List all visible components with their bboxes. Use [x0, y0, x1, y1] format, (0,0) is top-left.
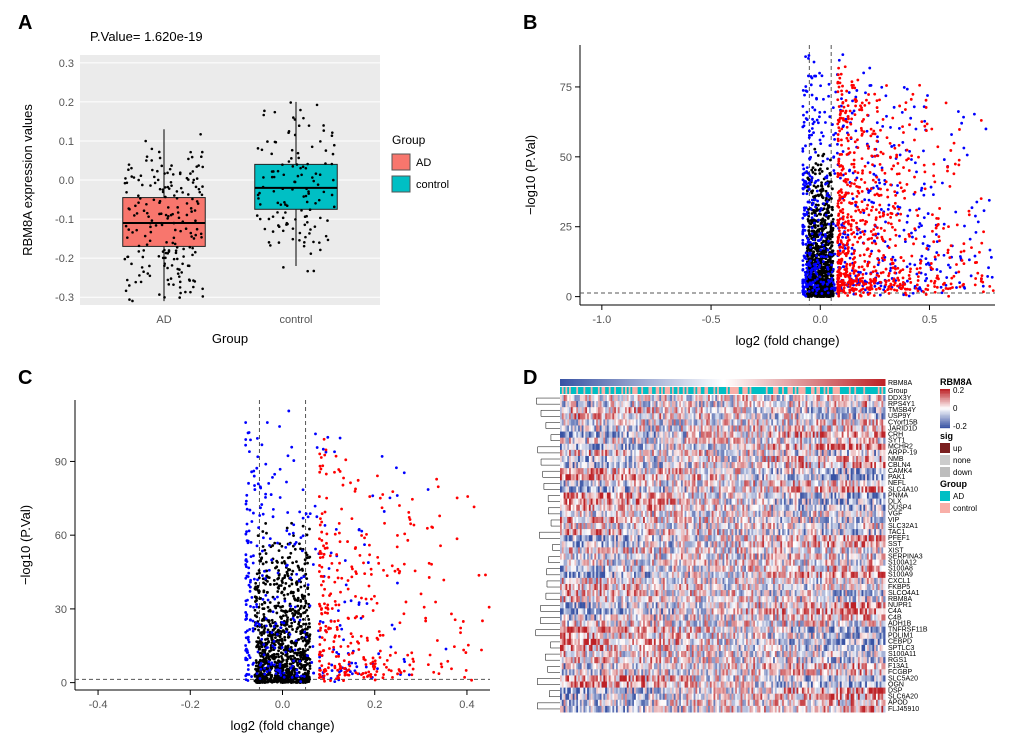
svg-text:30: 30	[55, 604, 67, 616]
svg-text:-0.4: -0.4	[89, 699, 108, 711]
svg-text:Group: Group	[212, 331, 248, 346]
svg-text:log2 (fold change): log2 (fold change)	[230, 718, 334, 733]
svg-text:0.2: 0.2	[59, 97, 74, 109]
svg-text:-0.2: -0.2	[181, 699, 200, 711]
panel-a-label: A	[18, 12, 32, 35]
svg-text:RBM8A expression values: RBM8A expression values	[20, 104, 35, 256]
panel-a: A -0.3 -0.2 -0.1 0.0 0.1 0.2 0.3 AD control Group…	[10, 10, 510, 360]
volcano-c-chart: -0.4 -0.2 0.0 0.2 0.4 0 30 60 90 log2 (fold chang…	[10, 365, 510, 745]
svg-text:control: control	[416, 179, 449, 191]
svg-text:RBM8A: RBM8A	[888, 380, 912, 387]
svg-text:-0.5: -0.5	[702, 314, 721, 326]
svg-text:90: 90	[55, 456, 67, 468]
svg-text:−log10 (P.Val): −log10 (P.Val)	[18, 505, 33, 585]
svg-text:AD: AD	[416, 157, 431, 169]
svg-text:0.1: 0.1	[59, 136, 74, 148]
panel-d: D RBM8AGroupDDX3YRPS4Y1TMSB4YUSP9YCYorf1…	[515, 365, 1015, 745]
svg-text:0.4: 0.4	[459, 699, 474, 711]
volcano-b-chart: -1.0 -0.5 0.0 0.5 0 25 50 75 log2 (fold change) −…	[515, 10, 1015, 360]
svg-text:control: control	[279, 314, 312, 326]
svg-text:log2 (fold change): log2 (fold change)	[735, 333, 839, 348]
panel-b: B -1.0 -0.5 0.0 0.5 0 25 50 75 log2 (fold change…	[515, 10, 1015, 360]
svg-text:0.0: 0.0	[275, 699, 290, 711]
boxplot-chart: -0.3 -0.2 -0.1 0.0 0.1 0.2 0.3 AD control Group RB…	[10, 10, 510, 360]
svg-text:0.5: 0.5	[922, 314, 937, 326]
svg-text:60: 60	[55, 530, 67, 542]
svg-text:50: 50	[560, 152, 572, 164]
svg-text:0: 0	[566, 292, 572, 304]
heatmap-chart: RBM8AGroupDDX3YRPS4Y1TMSB4YUSP9YCYorf15B…	[515, 365, 1015, 745]
svg-text:0: 0	[61, 678, 67, 690]
svg-text:-1.0: -1.0	[592, 314, 611, 326]
svg-text:0.2: 0.2	[367, 699, 382, 711]
panel-c-label: C	[18, 367, 32, 390]
svg-text:−log10 (P.Val): −log10 (P.Val)	[523, 135, 538, 215]
svg-text:P.Value= 1.620e-19: P.Value= 1.620e-19	[90, 29, 203, 44]
svg-text:AD: AD	[156, 314, 171, 326]
svg-text:0.0: 0.0	[813, 314, 828, 326]
svg-text:-0.2: -0.2	[55, 253, 74, 265]
svg-text:75: 75	[560, 82, 572, 94]
svg-text:0.0: 0.0	[59, 175, 74, 187]
svg-text:-0.1: -0.1	[55, 214, 74, 226]
panel-b-label: B	[523, 12, 537, 35]
panel-c: C -0.4 -0.2 0.0 0.2 0.4 0 30 60 90 log2 (fold cha…	[10, 365, 510, 745]
svg-text:Group: Group	[392, 133, 426, 147]
svg-text:25: 25	[560, 222, 572, 234]
svg-text:0.3: 0.3	[59, 58, 74, 70]
panel-d-label: D	[523, 367, 537, 390]
svg-text:-0.3: -0.3	[55, 292, 74, 304]
